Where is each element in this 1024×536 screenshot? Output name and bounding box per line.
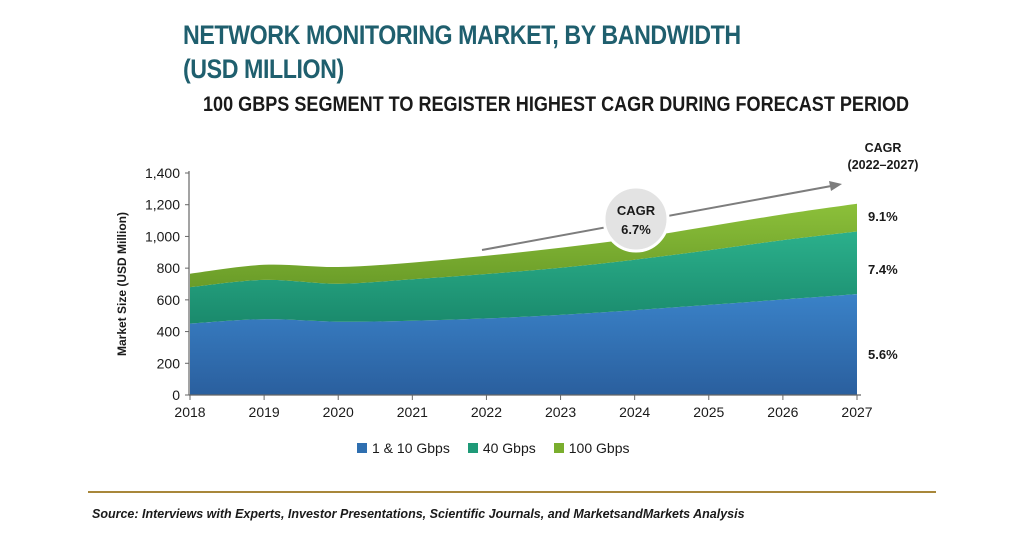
x-tick-label: 2019: [249, 404, 280, 420]
legend-label: 100 Gbps: [568, 440, 630, 456]
trend-arrow-head: [829, 181, 842, 191]
legend-item-100gbps: 100 Gbps: [553, 440, 630, 456]
area-100gbps: [190, 203, 857, 288]
y-axis-label: Market Size (USD Million): [115, 212, 129, 356]
x-tick-label: 2027: [841, 404, 872, 420]
y-tick-label: 1,400: [145, 165, 180, 181]
source-note: Source: Interviews with Experts, Investo…: [92, 507, 745, 521]
cagr-value-100gbps: 9.1%: [868, 209, 898, 224]
cagr-value-1-10gbps: 5.6%: [868, 347, 898, 362]
legend-label: 40 Gbps: [482, 440, 536, 456]
cagr-column-header: CAGR (2022–2027): [838, 140, 928, 174]
cagr-value-40gbps: 7.4%: [868, 262, 898, 277]
cagr-bubble-value: 6.7%: [621, 222, 651, 237]
y-tick-label: 400: [157, 324, 181, 340]
legend-label: 1 & 10 Gbps: [372, 440, 450, 456]
divider-rule: [88, 491, 936, 493]
legend-swatch: [467, 443, 478, 453]
legend-item-1-10gbps: 1 & 10 Gbps: [357, 440, 450, 456]
y-tick-label: 200: [157, 355, 181, 371]
cagr-header-line-1: CAGR: [864, 141, 902, 155]
chart-subtitle: 100 GBPS SEGMENT TO REGISTER HIGHEST CAG…: [203, 93, 910, 116]
x-tick-label: 2020: [323, 404, 354, 420]
x-tick-label: 2023: [545, 404, 576, 420]
x-tick-label: 2026: [767, 404, 798, 420]
legend-swatch: [357, 443, 367, 453]
area-1-10gbps: [190, 294, 857, 395]
y-tick-label: 1,000: [145, 228, 180, 244]
x-tick-label: 2025: [693, 404, 724, 420]
x-tick-label: 2021: [397, 404, 428, 420]
y-tick-label: 0: [172, 387, 180, 403]
title-line-1: NETWORK MONITORING MARKET, BY BANDWIDTH: [183, 20, 741, 50]
cagr-bubble-label: CAGR: [617, 203, 656, 218]
y-tick-label: 800: [157, 260, 181, 276]
title-line-2: (USD MILLION): [183, 54, 344, 84]
cagr-bubble: [602, 185, 670, 253]
x-tick-label: 2018: [174, 404, 205, 420]
y-tick-label: 1,200: [145, 197, 180, 213]
y-tick-label: 600: [157, 292, 181, 308]
legend-item-40gbps: 40 Gbps: [467, 440, 536, 456]
chart-legend: 1 & 10 Gbps 40 Gbps 100 Gbps: [357, 440, 629, 456]
cagr-header-line-2: (2022–2027): [847, 158, 919, 172]
chart-title: NETWORK MONITORING MARKET, BY BANDWIDTH …: [183, 18, 741, 86]
x-tick-label: 2022: [471, 404, 502, 420]
legend-swatch: [553, 443, 564, 453]
x-tick-label: 2024: [619, 404, 650, 420]
area-40gbps: [190, 231, 857, 324]
